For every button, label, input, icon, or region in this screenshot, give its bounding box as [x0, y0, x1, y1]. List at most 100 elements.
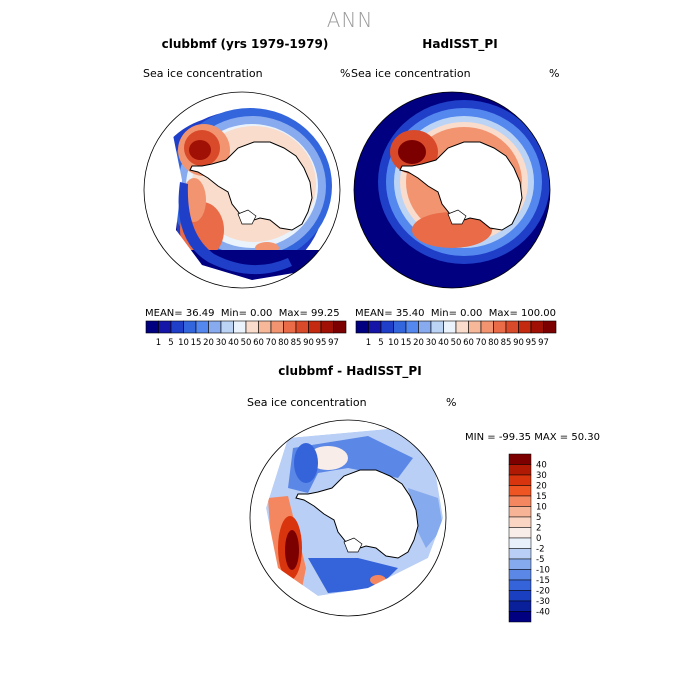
colorbar-2-swatch	[455, 320, 469, 334]
panel-2-units-label: %	[549, 67, 560, 80]
panel-3-title: clubbmf - HadISST_PI	[278, 364, 422, 378]
colorbar-1-tick-label: 90	[303, 338, 314, 348]
colorbar-3-tick-label: -20	[536, 587, 550, 597]
panel-1-min-label: Min=	[220, 308, 247, 319]
panel-3-min-label: MIN =	[465, 432, 496, 443]
colorbar-3-swatch	[508, 474, 532, 486]
colorbar-3-tick-label: -30	[536, 597, 550, 607]
colorbar-3-tick-label: -2	[536, 545, 544, 555]
colorbar-3-swatch	[508, 611, 532, 623]
colorbar-3-swatch	[508, 537, 532, 549]
panel-3-max-value: 50.30	[571, 432, 600, 443]
colorbar-2-tick-label: 40	[438, 338, 449, 348]
colorbar-1-swatch	[308, 320, 322, 334]
panel-1-variable-label: Sea ice concentration	[143, 67, 263, 80]
colorbar-1-tick-label: 70	[266, 338, 277, 348]
page-title: ANN	[326, 8, 374, 32]
panel-3-units-label: %	[446, 396, 457, 409]
map-2-antarctica-coastline	[399, 141, 523, 231]
colorbar-2-tick-label: 97	[538, 338, 549, 348]
map-1-antarctica-coastline	[189, 141, 313, 231]
panel-2-mean-value: 35.40	[395, 308, 425, 319]
colorbar-2-tick-label: 85	[501, 338, 512, 348]
colorbar-1-swatch	[195, 320, 209, 334]
map-2-ice-region	[412, 212, 492, 248]
colorbar-3-swatch	[508, 579, 532, 591]
panel-2-colorbar: 1 5 10 15 20 30 40 50 60 70 80 85 90 95 97	[355, 320, 557, 348]
colorbar-3-swatch	[508, 506, 532, 518]
colorbar-1-swatch	[283, 320, 297, 334]
colorbar-2-tick-label: 30	[426, 338, 437, 348]
colorbar-2-tick-label: 1	[366, 338, 371, 348]
colorbar-2-swatch	[393, 320, 407, 334]
panel-1-max-value: 99.25	[311, 308, 340, 319]
panel-1-mean-value: 36.49	[185, 308, 215, 319]
map-1-ice-edge	[178, 182, 292, 275]
colorbar-3-tick-label: 30	[536, 471, 547, 481]
colorbar-1-tick-label: 85	[291, 338, 302, 348]
colorbar-2-tick-label: 95	[526, 338, 537, 348]
panel-3-minmax: MIN = -99.35 MAX = 50.30	[465, 432, 600, 443]
colorbar-2-swatch	[355, 320, 369, 334]
map-3-ice-region	[294, 443, 318, 483]
colorbar-2-swatch	[480, 320, 494, 334]
colorbar-2-tick-label: 90	[513, 338, 524, 348]
colorbar-1-swatch	[220, 320, 234, 334]
map-3-antarctica-coastline	[295, 469, 419, 559]
colorbar-1-tick-label: 40	[228, 338, 239, 348]
map-3-boundary-circle	[249, 419, 447, 617]
colorbar-3-swatch	[508, 558, 532, 570]
colorbar-1-swatch	[183, 320, 197, 334]
colorbar-1-swatch	[158, 320, 172, 334]
colorbar-3-tick-label: 0	[536, 534, 541, 544]
panel-1-mean-label: MEAN=	[145, 308, 183, 319]
colorbar-2-swatch	[505, 320, 519, 334]
panel-1-title: clubbmf (yrs 1979-1979)	[161, 37, 329, 51]
map-2-ross-ice-shelf	[447, 209, 467, 225]
colorbar-1-tick-label: 20	[203, 338, 214, 348]
colorbar-2-swatch	[493, 320, 507, 334]
colorbar-3-swatch	[508, 600, 532, 612]
colorbar-3-tick-label: -5	[536, 555, 544, 565]
colorbar-1-swatch	[258, 320, 272, 334]
colorbar-1-tick-label: 95	[316, 338, 327, 348]
panel-2-mean-label: MEAN=	[355, 308, 393, 319]
map-1-boundary-circle	[143, 91, 341, 289]
colorbar-1-tick-label: 10	[178, 338, 189, 348]
colorbar-2-swatch	[418, 320, 432, 334]
colorbar-1-swatch	[208, 320, 222, 334]
colorbar-2-swatch	[380, 320, 394, 334]
colorbar-3-tick-label: 40	[536, 461, 547, 471]
map-3-ross-ice-shelf	[343, 537, 363, 553]
colorbar-3-swatch	[508, 516, 532, 528]
panel-2-min-label: Min=	[430, 308, 457, 319]
panel-2-stats: MEAN= 35.40 Min= 0.00 Max= 100.00	[355, 308, 556, 319]
colorbar-3-tick-label: 15	[536, 492, 547, 502]
colorbar-2-tick-label: 80	[488, 338, 499, 348]
colorbar-3-swatch	[508, 453, 532, 465]
colorbar-3-swatch	[508, 495, 532, 507]
panel-2-max-value: 100.00	[521, 308, 557, 319]
colorbar-3-swatch	[508, 590, 532, 602]
map-1-ice-region	[189, 140, 211, 160]
colorbar-1-swatch	[170, 320, 184, 334]
colorbar-1-swatch	[145, 320, 159, 334]
panel-2-min-value: 0.00	[460, 308, 483, 319]
colorbar-2-tick-label: 50	[451, 338, 462, 348]
colorbar-3-tick-label: 20	[536, 482, 547, 492]
colorbar-2-swatch	[543, 320, 557, 334]
map-2-ice-region	[398, 140, 426, 164]
colorbar-1-tick-label: 50	[241, 338, 252, 348]
colorbar-2-tick-label: 60	[463, 338, 474, 348]
panel-2-variable-label: Sea ice concentration	[351, 67, 471, 80]
panel-2-max-label: Max=	[488, 308, 518, 319]
colorbar-3-tick-label: -15	[536, 576, 550, 586]
colorbar-2-swatch	[518, 320, 532, 334]
panel-3-max-label: MAX =	[534, 432, 569, 443]
colorbar-3-tick-label: -40	[536, 608, 550, 618]
colorbar-1-tick-label: 60	[253, 338, 264, 348]
colorbar-1-tick-label: 15	[191, 338, 202, 348]
colorbar-2-swatch	[468, 320, 482, 334]
colorbar-2-tick-label: 15	[401, 338, 412, 348]
